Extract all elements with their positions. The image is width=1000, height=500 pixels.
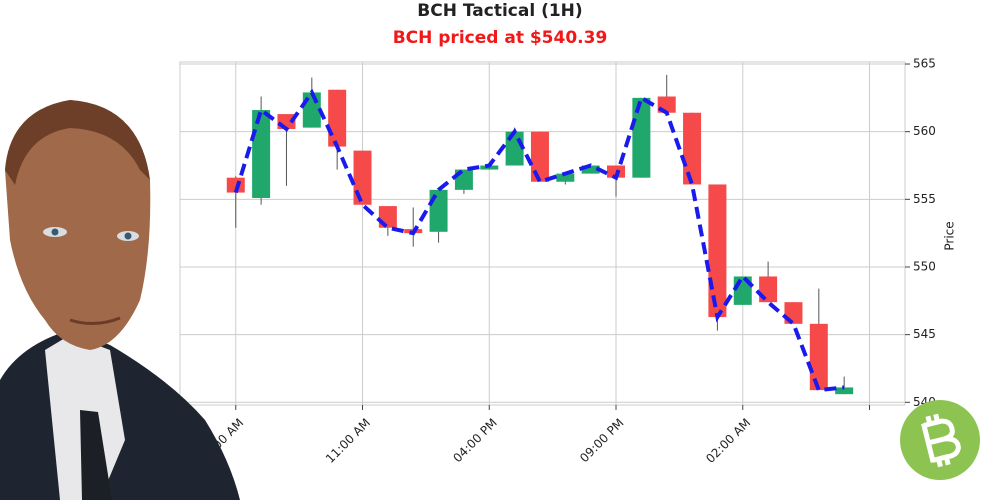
candle-body [581, 165, 600, 174]
close-line [233, 88, 845, 393]
y-tick-label: 565 [913, 57, 936, 71]
plot-frame [179, 61, 906, 406]
candle-body [530, 131, 549, 182]
x-tick-label: 02:00 AM [703, 416, 753, 466]
y-tick-label: 555 [913, 192, 936, 206]
bch-logo [900, 400, 980, 480]
candle-body [429, 189, 448, 232]
x-tick-label: 04:00 PM [450, 416, 499, 465]
candle-body [835, 387, 854, 395]
x-tick-label: 09:00 PM [577, 416, 626, 465]
y-tick-label: 550 [913, 259, 936, 273]
candle-body [252, 110, 271, 198]
candle-body [708, 184, 727, 318]
candle-body [480, 165, 499, 170]
chart-title: BCH Tactical (1H) [417, 1, 582, 21]
candle-body [632, 97, 651, 178]
x-tick-label: 11:00 AM [323, 416, 373, 466]
candle-body [353, 150, 372, 205]
chart-subtitle: BCH priced at $540.39 [393, 28, 608, 48]
portrait [0, 100, 240, 500]
y-tick-label: 560 [913, 124, 936, 138]
y-axis-label: Price [943, 221, 957, 250]
candle-body [809, 323, 828, 391]
y-tick-label: 545 [913, 327, 936, 341]
candle-body [683, 112, 702, 185]
candle-body [556, 173, 575, 182]
candle-body [328, 89, 347, 147]
